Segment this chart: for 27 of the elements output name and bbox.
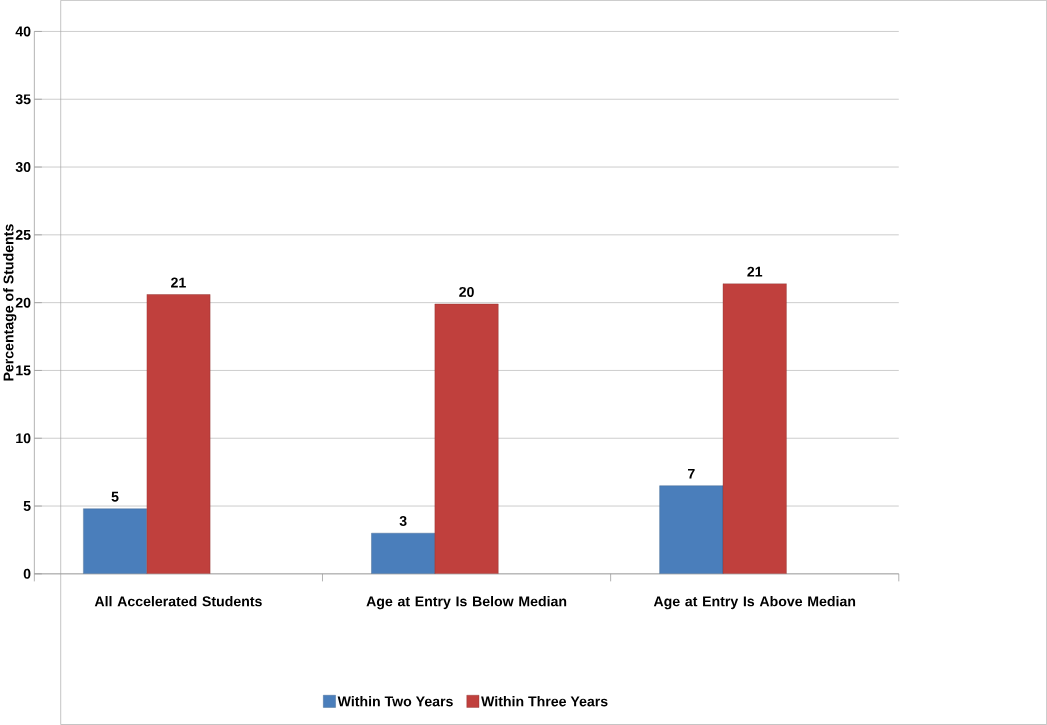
data-label: 5 bbox=[111, 491, 119, 502]
y-tick-label: 40 bbox=[15, 26, 31, 37]
y-tick-label: 5 bbox=[23, 501, 31, 512]
y-tick-label: 15 bbox=[16, 365, 31, 376]
data-label: 21 bbox=[171, 277, 186, 288]
y-tick-label: 20 bbox=[15, 297, 31, 308]
data-label: 21 bbox=[747, 266, 763, 277]
legend-label: Within Two Years bbox=[337, 696, 453, 707]
y-axis-title: Percentage of Students bbox=[3, 224, 17, 381]
bar bbox=[83, 508, 147, 574]
y-tick-label: 0 bbox=[23, 568, 31, 579]
bar bbox=[659, 485, 724, 574]
bar bbox=[146, 294, 211, 574]
data-label: 20 bbox=[459, 286, 474, 297]
x-tick-label: All Accelerated Students bbox=[94, 596, 262, 607]
bar bbox=[434, 303, 499, 574]
x-tick-label: Age at Entry Is Below Median bbox=[366, 596, 567, 610]
legend-label: Within Three Years bbox=[481, 696, 608, 707]
y-tick-label: 25 bbox=[15, 229, 31, 240]
data-label: 3 bbox=[399, 516, 407, 527]
data-label: 7 bbox=[688, 468, 695, 479]
x-tick-label: Age at Entry Is Above Median bbox=[653, 596, 856, 610]
y-tick-label: 10 bbox=[16, 433, 31, 444]
bar bbox=[722, 283, 787, 574]
bar bbox=[371, 533, 436, 574]
y-tick-label: 35 bbox=[15, 94, 31, 105]
y-tick-label: 30 bbox=[15, 162, 31, 173]
